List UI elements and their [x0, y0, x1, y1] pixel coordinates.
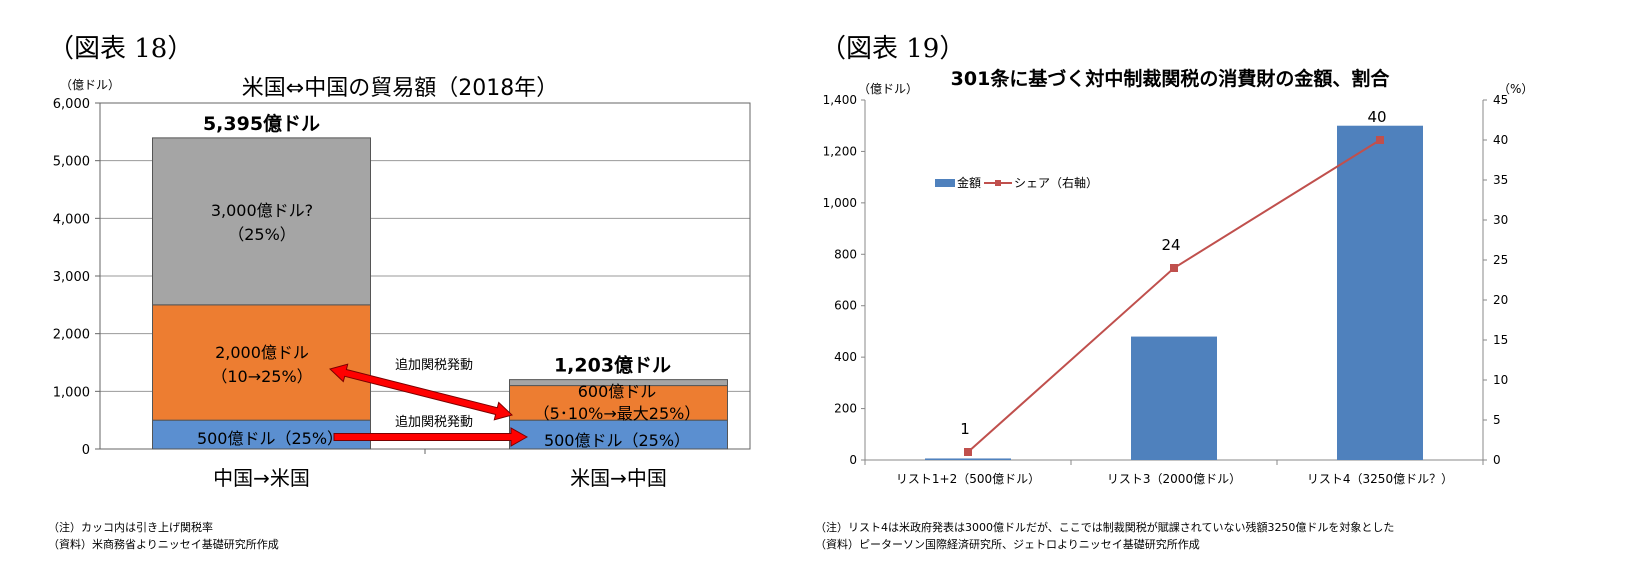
- share-data-label: 24: [1161, 236, 1180, 254]
- y-tick-label: 0: [82, 443, 90, 458]
- y-tick-label: 4,000: [53, 212, 90, 227]
- y-axis-unit: （億ドル）: [858, 82, 918, 96]
- share-line: 1 24 40: [960, 108, 1387, 456]
- arrow-shape: [333, 427, 529, 447]
- y2-tick-label: 0: [1493, 453, 1501, 467]
- x-category-labels: リスト1+2（500億ドル） リスト3（2000億ドル） リスト4（3250億ドル？…: [896, 472, 1453, 486]
- y-tick-label: 800: [834, 247, 857, 261]
- legend: 金額 シェア（右軸）: [935, 175, 1098, 190]
- y2-tick-label: 45: [1493, 93, 1508, 107]
- y2-tick-label: 40: [1493, 133, 1508, 147]
- y-tick-labels: 0 1,000 2,000 3,000 4,000 5,000 6,000: [53, 97, 90, 458]
- y-tick-label: 5,000: [53, 155, 90, 170]
- arrow-label-1: 追加関税発動: [395, 357, 473, 373]
- y-axis-unit: （億ドル）: [60, 78, 120, 92]
- chart-title: 301条に基づく対中制裁関税の消費財の金額、割合: [951, 67, 1391, 90]
- y-tick-labels: 0 200 400 600 800 1,000 1,200 1,400: [823, 93, 857, 467]
- arrow: [329, 363, 513, 421]
- legend-marker-share: [995, 180, 1001, 186]
- y2-tick-label: 35: [1493, 173, 1508, 187]
- stacked-bars: [152, 137, 728, 450]
- y-tick-label: 400: [834, 350, 857, 364]
- figure-19-note: （注）リスト4は米政府発表は3000億ドルだが、ここでは制裁関税が賦課されていな…: [815, 521, 1395, 534]
- share-marker: [1170, 264, 1178, 272]
- annotation-orange-b-rate: （5･10%→最大25%）: [534, 404, 701, 423]
- trade-chart: 米国⇔中国の貿易額（2018年） （億ドル） 0 1,000 2,000 3,000 4…: [53, 76, 751, 490]
- amount-bars: [925, 125, 1423, 460]
- y2-tick-labels: 0 5 10 15 20 25 30 35 40 45: [1493, 93, 1508, 467]
- y2-tick-label: 15: [1493, 333, 1508, 347]
- y2-tick-label: 30: [1493, 213, 1508, 227]
- legend-swatch-amount: [935, 179, 955, 187]
- bar-segment: [509, 419, 728, 450]
- x-category-labels: 中国→米国 米国→中国: [213, 466, 667, 490]
- annotation-orange-b-amount: 600億ドル: [578, 382, 657, 401]
- segment-annotations: 3,000億ドル? （25%） 2,000億ドル （10→25%） 500億ドル…: [197, 201, 700, 450]
- arrow: [333, 427, 529, 447]
- annotation-orange-rate: （10→25%）: [211, 367, 312, 386]
- bar-segment: [509, 385, 728, 421]
- y-tick-label: 1,000: [53, 385, 90, 400]
- share-marker: [964, 448, 972, 456]
- bar-total-label: 5,395億ドル: [203, 112, 320, 135]
- bar-segment: [509, 379, 728, 387]
- amount-bar: [925, 458, 1011, 460]
- share-data-label: 1: [960, 420, 970, 438]
- figure-18-panel: （図表 18） 米国⇔中国の貿易額（2018年） （億ドル） 0 1,000 2,0…: [0, 0, 790, 581]
- figure-19-source: （資料）ピーターソン国際経済研究所、ジェトロよりニッセイ基礎研究所作成: [815, 538, 1200, 551]
- y-tick-label: 200: [834, 402, 857, 416]
- bar-segment: [152, 304, 371, 421]
- y-tick-label: 1,200: [823, 144, 857, 158]
- arrow-shape: [329, 363, 513, 421]
- annotation-gray-rate: （25%）: [228, 225, 296, 244]
- annotation-gray-amount: 3,000億ドル?: [211, 201, 313, 220]
- figure-18-source: （資料）米商務省よりニッセイ基礎研究所作成: [48, 538, 279, 551]
- y-tick-label: 1,000: [823, 196, 857, 210]
- legend-label-share: シェア（右軸）: [1014, 175, 1098, 190]
- y2-tick-label: 20: [1493, 293, 1508, 307]
- share-marker: [1376, 136, 1384, 144]
- legend-label-amount: 金額: [957, 175, 981, 190]
- figure-18-note: （注）カッコ内は引き上げ関税率: [48, 521, 213, 534]
- bar-total-labels: 5,395億ドル 1,203億ドル: [203, 112, 671, 377]
- y-tick-label: 6,000: [53, 97, 90, 112]
- y2-tick-label: 25: [1493, 253, 1508, 267]
- chart-title: 米国⇔中国の貿易額（2018年）: [242, 76, 558, 101]
- y-tick-label: 3,000: [53, 270, 90, 285]
- amount-bar: [1337, 125, 1423, 460]
- figure-18-label: （図表 18）: [48, 34, 194, 64]
- annotation-blue-b: 500億ドル（25%）: [544, 431, 690, 450]
- y-tick-label: 2,000: [53, 328, 90, 343]
- y-tick-label: 600: [834, 299, 857, 313]
- arrow-label-2: 追加関税発動: [395, 414, 473, 430]
- figure-19-panel: （図表 19） 301条に基づく対中制裁関税の消費財の金額、割合 （億ドル） （…: [815, 0, 1636, 581]
- bar-total-label: 1,203億ドル: [554, 354, 671, 377]
- x-category-label: リスト3（2000億ドル）: [1107, 472, 1241, 486]
- tariff-arrows: [329, 363, 529, 447]
- bar-segment: [152, 137, 371, 306]
- y-tick-label: 1,400: [823, 93, 857, 107]
- y-tick-label: 0: [849, 453, 857, 467]
- x-category-label: 中国→米国: [213, 466, 310, 490]
- share-data-label: 40: [1367, 108, 1386, 126]
- amount-bar: [1131, 336, 1217, 460]
- annotation-orange-amount: 2,000億ドル: [215, 343, 309, 362]
- x-category-label: 米国→中国: [570, 466, 667, 490]
- y2-tick-label: 5: [1493, 413, 1501, 427]
- x-category-label: リスト4（3250億ドル？）: [1307, 472, 1453, 486]
- annotation-blue-a: 500億ドル（25%）: [197, 429, 343, 448]
- tariff-share-chart: 301条に基づく対中制裁関税の消費財の金額、割合 （億ドル） （%） 02004…: [823, 67, 1534, 486]
- y2-axis-unit: （%）: [1498, 82, 1533, 96]
- x-category-label: リスト1+2（500億ドル）: [896, 472, 1040, 486]
- figure-19-label: （図表 19）: [820, 34, 966, 64]
- y2-tick-label: 10: [1493, 373, 1508, 387]
